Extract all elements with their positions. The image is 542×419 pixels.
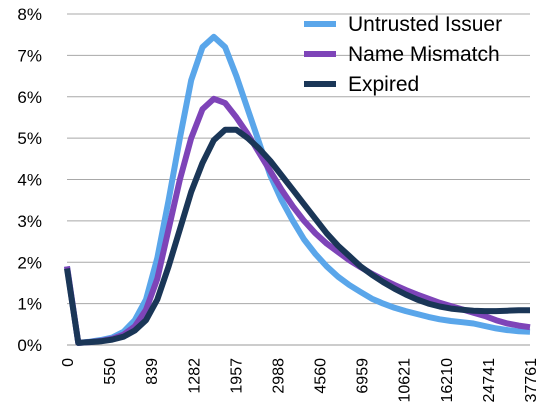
y-axis-tick-labels: 0% 1% 2% 3% 4% 5% 6% 7% 8%: [17, 5, 42, 355]
y-tick-label: 3%: [17, 212, 42, 231]
legend-label: Untrusted Issuer: [348, 13, 502, 36]
x-tick-label: 2988: [270, 358, 287, 394]
legend-label: Name Mismatch: [348, 43, 500, 66]
x-tick-label: 4560: [313, 358, 330, 394]
x-tick-label: 37761: [523, 358, 540, 403]
y-tick-label: 7%: [17, 46, 42, 65]
series-line-untrusted-issuer: [64, 33, 531, 346]
y-tick-label: 5%: [17, 129, 42, 148]
y-tick-label: 2%: [17, 253, 42, 272]
x-tick-label: 10621: [397, 358, 414, 403]
x-tick-label: 6959: [355, 358, 372, 394]
x-tick-label: 1282: [186, 358, 203, 394]
legend: Untrusted Issuer Name Mismatch Expired: [304, 13, 502, 96]
y-tick-label: 1%: [17, 295, 42, 314]
series-lines: [64, 33, 531, 346]
x-tick-label: 0: [60, 358, 77, 367]
x-axis-tick-labels: 0 550 839 1282 1957 2988 4560 6959 10621 16210 247…: [60, 358, 540, 403]
x-tick-label: 839: [144, 358, 161, 385]
x-tick-label: 550: [102, 358, 119, 385]
x-tick-label: 1957: [228, 358, 245, 394]
y-tick-label: 4%: [17, 171, 42, 190]
y-tick-label: 0%: [17, 336, 42, 355]
series-line-expired: [64, 126, 530, 346]
y-tick-label: 8%: [17, 5, 42, 24]
y-tick-label: 6%: [17, 88, 42, 107]
x-tick-label: 24741: [481, 358, 498, 403]
legend-label: Expired: [348, 73, 419, 96]
x-tick-label: 16210: [439, 358, 456, 403]
